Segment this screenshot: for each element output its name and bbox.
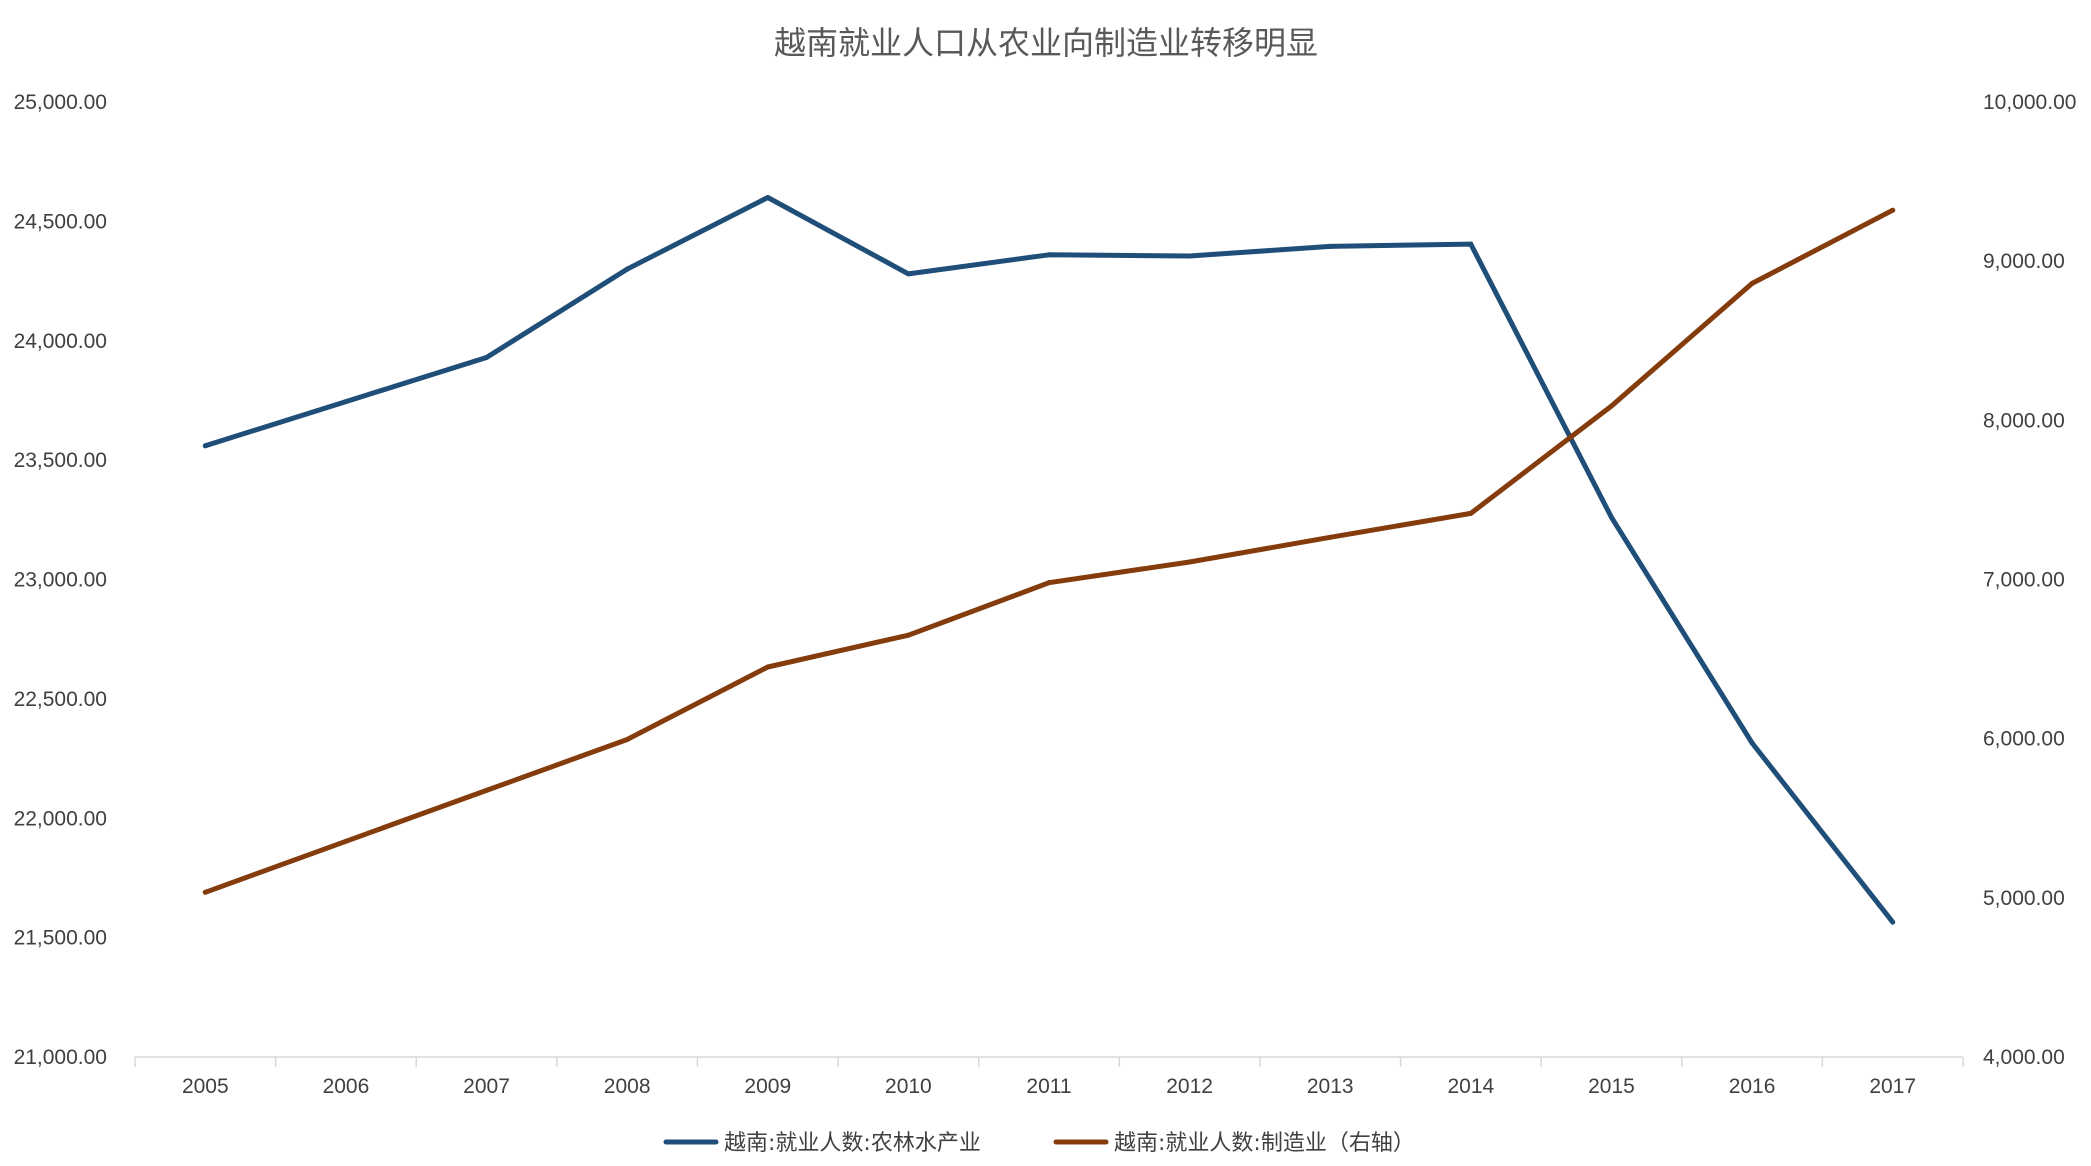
series-2-point	[1187, 559, 1193, 565]
left-y-tick-label: 24,500.00	[14, 210, 107, 233]
series-2-point	[624, 736, 630, 742]
series-1-point	[1187, 253, 1193, 259]
series-1-point	[624, 266, 630, 272]
x-tick-label: 2014	[1447, 1075, 1494, 1098]
legend-label: 越南:就业人数:农林水产业	[724, 1131, 981, 1156]
right-y-tick-label: 9,000.00	[1983, 250, 2065, 273]
right-y-tick-label: 4,000.00	[1983, 1046, 2065, 1069]
series-layer	[202, 195, 1896, 925]
series-2-point	[765, 664, 771, 670]
series-2-point	[1890, 207, 1896, 213]
left-y-tick-label: 23,500.00	[14, 449, 107, 472]
x-tick-label: 2005	[182, 1075, 229, 1098]
x-tick-label: 2013	[1307, 1075, 1354, 1098]
x-tick-label: 2008	[604, 1075, 651, 1098]
x-tick-label: 2017	[1869, 1075, 1916, 1098]
series-line-1	[202, 195, 1896, 925]
series-2-point	[484, 787, 490, 793]
x-tick-label: 2011	[1026, 1075, 1071, 1098]
x-axis: 2005 2006 2007 2008 2009 2010 2011 2012 2013 2014…	[134, 1056, 1964, 1098]
left-y-tick-label: 22,500.00	[14, 688, 107, 711]
series-1-point	[905, 271, 911, 277]
right-y-tick-label: 10,000.00	[1983, 91, 2076, 114]
left-y-axis: 21,000.00 21,500.00 22,000.00 22,500.00 23,0…	[14, 91, 107, 1069]
series-2-point	[1749, 280, 1755, 286]
right-y-tick-label: 6,000.00	[1983, 728, 2065, 751]
legend-label: 越南:就业人数:制造业（右轴）	[1114, 1131, 1415, 1156]
legend: 越南:就业人数:农林水产业 越南:就业人数:制造业（右轴）	[663, 1131, 1415, 1156]
series-2-point	[1468, 510, 1474, 516]
series-1-point	[765, 195, 771, 200]
left-y-tick-label: 22,000.00	[14, 807, 107, 830]
series-2-point	[905, 632, 911, 638]
right-y-tick-label: 5,000.00	[1983, 887, 2065, 910]
series-1-point	[1608, 514, 1614, 520]
x-tick-label: 2012	[1166, 1075, 1213, 1098]
series-line-2	[202, 207, 1896, 895]
series-2-point	[343, 838, 349, 844]
series-1-point	[1749, 740, 1755, 746]
series-2-point	[1608, 403, 1614, 409]
series-2-point	[1327, 534, 1333, 540]
x-tick-label: 2006	[323, 1075, 370, 1098]
left-y-tick-label: 24,000.00	[14, 330, 107, 353]
x-tick-label: 2009	[744, 1075, 791, 1098]
left-y-tick-label: 25,000.00	[14, 91, 107, 114]
series-2-point	[202, 889, 208, 895]
series-1-point	[1890, 919, 1896, 925]
left-y-tick-label: 21,500.00	[14, 927, 107, 950]
right-y-axis: 4,000.00 5,000.00 6,000.00 7,000.00 8,000.00…	[1983, 91, 2076, 1069]
series-1-point	[1327, 243, 1333, 249]
left-y-tick-label: 21,000.00	[14, 1046, 107, 1069]
series-1-point	[343, 399, 349, 405]
x-tick-label: 2016	[1729, 1075, 1776, 1098]
left-y-tick-label: 23,000.00	[14, 569, 107, 592]
x-tick-label: 2007	[463, 1075, 510, 1098]
x-tick-label: 2010	[885, 1075, 932, 1098]
chart-title: 越南就业人口从农业向制造业转移明显	[774, 24, 1318, 62]
series-1-point	[1046, 252, 1052, 258]
series-1-point	[1468, 241, 1474, 247]
series-1-point	[484, 354, 490, 360]
right-y-tick-label: 7,000.00	[1983, 569, 2065, 592]
x-tick-label: 2015	[1588, 1075, 1635, 1098]
right-y-tick-label: 8,000.00	[1983, 409, 2065, 432]
series-2-point	[1046, 580, 1052, 586]
series-1-point	[202, 443, 208, 449]
